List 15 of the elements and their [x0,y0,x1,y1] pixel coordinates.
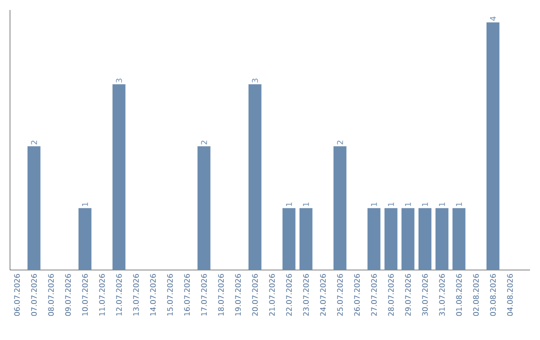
bar [282,208,296,270]
bar [78,208,92,270]
bar [401,208,414,270]
bar [452,208,466,270]
bar [367,208,380,270]
bar [418,208,432,270]
bar [384,208,398,270]
bar [248,84,262,270]
bar [198,146,210,270]
bar [333,146,346,270]
bar [112,84,126,270]
bar [486,22,500,270]
bar [300,208,312,270]
bar [28,146,40,270]
bar [435,208,448,270]
